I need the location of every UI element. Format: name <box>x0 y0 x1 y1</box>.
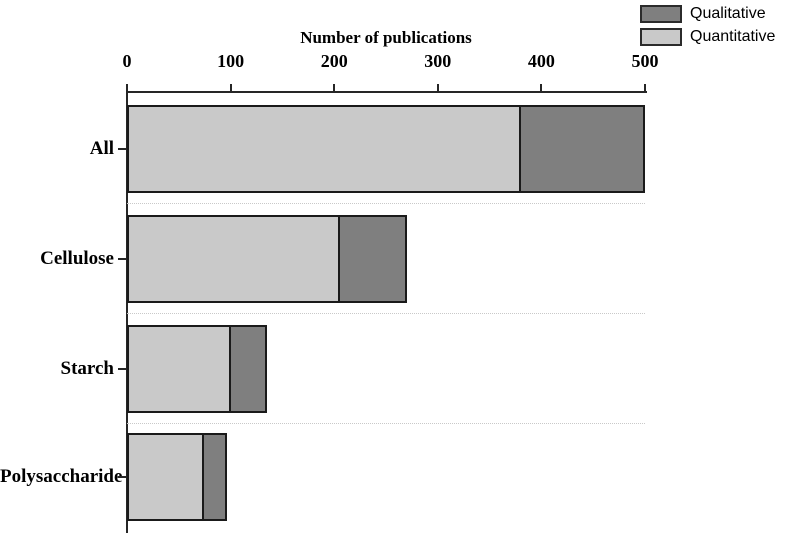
row-separator <box>127 203 645 204</box>
y-tick-mark <box>118 258 127 260</box>
x-tick-label: 300 <box>424 51 452 71</box>
x-tick-mark <box>644 84 646 92</box>
bar-starch <box>127 325 267 413</box>
x-axis-title: Number of publications <box>300 28 472 47</box>
y-category-label-all: All <box>89 138 114 159</box>
y-tick-mark <box>118 368 127 370</box>
bar-segment-qualitative-polysaccharide <box>202 435 225 519</box>
x-tick-label: 0 <box>122 51 132 71</box>
bar-polysaccharide <box>127 433 227 521</box>
legend-swatch-quantitative <box>640 27 682 46</box>
y-tick-mark <box>118 148 127 150</box>
bar-segment-qualitative-cellulose <box>338 217 405 301</box>
y-tick-mark <box>118 476 127 478</box>
y-axis-line <box>126 91 128 533</box>
legend-swatch-qualitative <box>640 4 682 23</box>
bar-cellulose <box>127 215 407 303</box>
legend-label-quantitative: Quantitative <box>690 27 776 45</box>
row-separator <box>127 423 645 424</box>
bar-segment-qualitative-starch <box>229 327 265 411</box>
bar-segment-qualitative-all <box>519 107 643 191</box>
legend-item-quantitative: Quantitative <box>640 25 775 48</box>
x-tick-label: 100 <box>217 51 245 71</box>
y-category-label-cellulose: Cellulose <box>40 248 114 269</box>
x-axis-line <box>126 91 647 93</box>
x-tick-mark <box>540 84 543 92</box>
x-tick-label: 400 <box>527 51 555 71</box>
y-category-label-polysaccharide: Polysaccharide <box>0 466 123 487</box>
legend-item-qualitative: Qualitative <box>640 2 775 25</box>
x-tick-mark <box>333 84 336 92</box>
legend-label-qualitative: Qualitative <box>690 4 766 22</box>
row-separator <box>127 313 645 314</box>
x-tick-label: 200 <box>320 51 348 71</box>
x-tick-label: 500 <box>631 51 659 71</box>
bar-all <box>127 105 645 193</box>
x-tick-mark <box>436 84 439 92</box>
x-tick-mark <box>229 84 232 92</box>
x-tick-mark <box>126 84 128 92</box>
legend: Qualitative Quantitative <box>640 2 775 48</box>
y-category-label-starch: Starch <box>60 358 114 379</box>
